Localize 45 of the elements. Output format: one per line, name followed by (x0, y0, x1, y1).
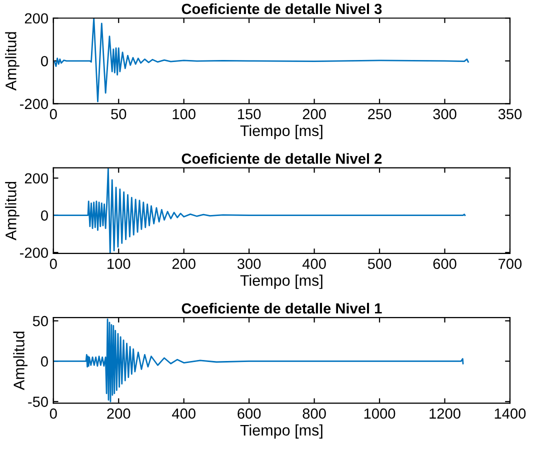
x-tick-label: 400 (172, 408, 196, 419)
x-tick-label: 1400 (494, 408, 526, 419)
x-tick-label: 500 (368, 258, 392, 269)
x-tick-label: 400 (302, 258, 326, 269)
x-axis-title: Tiempo [ms] (240, 124, 322, 140)
y-tick-label: 0 (41, 210, 48, 221)
y-tick-label: -200 (20, 248, 48, 258)
x-tick-label: 250 (368, 108, 392, 120)
x-tick-label: 200 (172, 258, 196, 269)
x-axis-title: Tiempo [ms] (240, 424, 322, 439)
y-tick-label: -50 (28, 396, 48, 407)
y-tick-label: 0 (41, 56, 48, 66)
y-axis-title: Amplitud (5, 32, 20, 91)
x-tick-label: 800 (302, 408, 326, 419)
x-tick-label: 1000 (364, 408, 396, 419)
chart-title: Coeficiente de detalle Nivel 3 (182, 3, 382, 14)
y-tick-label: -200 (20, 98, 48, 110)
y-tick-label: 200 (24, 173, 48, 184)
x-tick-label: 300 (237, 258, 261, 269)
x-tick-label: 350 (498, 108, 522, 120)
x-tick-label: 100 (108, 258, 130, 269)
y-tick-label: 200 (24, 13, 48, 24)
line-series (53, 318, 464, 402)
chart-title: Coeficiente de detalle Nivel 1 (182, 302, 382, 314)
x-tick-label: 300 (433, 108, 456, 120)
x-tick-label: 100 (172, 108, 196, 120)
y-tick-label: 50 (32, 316, 48, 326)
x-tick-label: 50 (111, 108, 126, 120)
y-tick-label: 0 (41, 356, 48, 367)
x-tick-label: 0 (50, 408, 57, 419)
x-axis-title: Tiempo [ms] (240, 274, 322, 289)
y-axis-title: Amplitud (13, 332, 28, 390)
x-tick-label: 700 (498, 258, 522, 269)
x-tick-label: 1200 (430, 408, 460, 419)
chart-title: Coeficiente de detalle Nivel 2 (182, 153, 382, 164)
line-series (53, 18, 469, 102)
x-tick-label: 600 (238, 408, 261, 419)
x-tick-label: 600 (433, 258, 456, 269)
x-tick-label: 200 (107, 408, 130, 419)
y-axis-title: Amplitud (5, 182, 20, 240)
x-tick-label: 0 (50, 108, 57, 120)
x-tick-label: 0 (50, 258, 57, 269)
x-tick-label: 150 (238, 108, 261, 120)
x-tick-label: 200 (302, 108, 326, 120)
line-series (53, 168, 466, 254)
